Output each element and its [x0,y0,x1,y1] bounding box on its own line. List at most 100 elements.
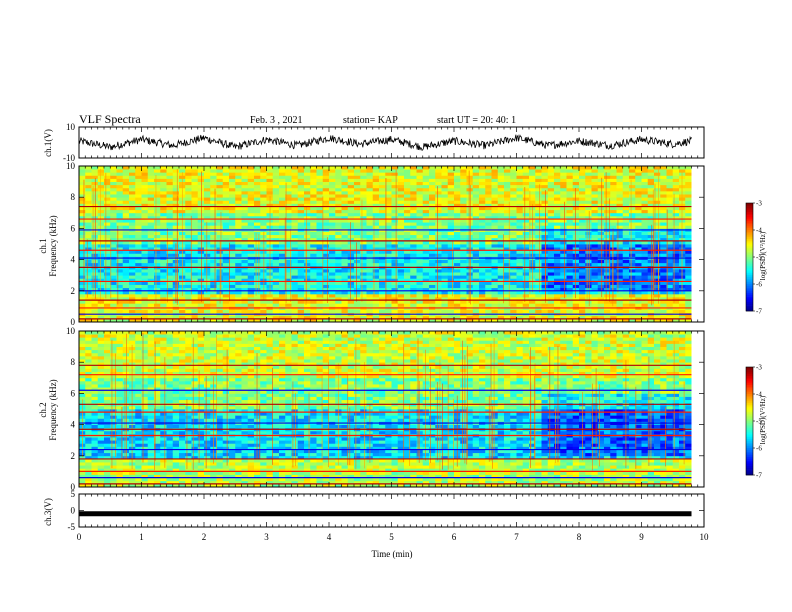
ch1-spectrogram-cell [666,172,674,176]
ch1-spectrogram-cell [235,259,242,264]
ch1-spectrogram-cell [154,287,161,292]
ch1-spectrogram-cell [616,225,624,229]
ch1-spectrogram-cell [235,278,242,282]
ch1-spectrogram-cell [141,309,149,314]
ch1-spectrogram-cell [285,309,292,314]
ch1-spectrogram-cell [379,234,386,239]
ch1-spectrogram-cell [629,287,636,292]
ch1-spectrogram-cell [447,222,455,226]
ch1-spectrogram-cell [197,172,205,176]
ch1-spectrogram-cell [154,275,161,279]
ch1-spectrogram-cell [316,240,324,245]
ch1-spectrogram-cell [329,175,336,179]
ch1-spectrogram-cell [291,169,299,173]
ch1-spectrogram-cell [360,184,367,189]
ch1-spectrogram-cell [604,293,611,298]
ch1-spectrogram-cell [410,172,417,176]
ch1-spectrogram-cell [422,212,430,217]
ch1-spectrogram-cell [197,272,205,276]
ch1-spectrogram-cell [654,278,661,282]
ch1-spectrogram-cell [466,290,474,295]
ch1-spectrogram-cell [166,315,174,320]
ch1-spectrogram-cell [422,244,430,248]
ch1-spectrogram-cell [572,281,580,285]
ch1-spectrogram-cell [141,281,149,285]
ch1-spectrogram-cell [397,219,405,223]
ch1-spectrogram-cell [135,225,142,229]
ch1-spectrogram-cell [654,244,661,248]
ch1-spectrogram-cell [297,200,305,204]
ch1-spectrogram-cell [479,187,486,192]
ch1-spectrogram-cell [522,247,530,251]
ch1-spectrogram-cell [666,225,674,229]
ch1-spectrogram-cell [291,284,299,289]
ch1-spectrogram-cell [329,290,336,295]
ch1-spectrogram-cell [391,166,399,170]
ch1-spectrogram-cell [497,287,505,292]
ch1-spectrogram-cell [454,253,461,257]
ch1-spectrogram-cell [385,184,392,189]
ch1-spectrogram-cell [322,166,330,170]
ch1-spectrogram-cell [416,284,424,289]
ch1-spectrogram-cell [272,206,280,211]
ch1-spectrogram-cell [141,297,149,301]
ch1-spectrogram-cell [79,315,86,320]
ch1-spectrogram-cell [341,215,349,220]
ch1-spectrogram-cell [429,275,436,279]
ch1-spectrogram-cell [610,194,617,198]
ch1-spectrogram-cell [297,184,305,189]
ch1-spectrogram-cell [597,290,605,295]
ch1-spectrogram-cell [154,219,161,223]
ch1-spectrogram-cell [454,309,461,314]
ch1-spectrogram-cell [629,281,636,285]
ch1-spectrogram-cell [354,297,361,301]
ch1-spectrogram-cell [204,219,211,223]
ch1-spectrogram-cell [660,318,667,323]
ch1-spectrogram-cell [354,318,361,323]
ch1-spectrogram-cell [229,250,236,254]
ch1-spectrogram-cell [104,293,111,298]
ch1-spectrogram-cell [91,268,99,273]
ch1-spectrogram-cell [79,278,86,282]
ch1-spectrogram-cell [366,212,374,217]
ch1-spectrogram-cell [285,237,292,242]
ch1-spectrogram-cell [666,275,674,279]
ch1-spectrogram-cell [116,222,124,226]
ch1-spectrogram-cell [347,275,355,279]
ch1-spectrogram-cell [422,197,430,201]
ch1-spectrogram-cell [429,194,436,198]
ch1-spectrogram-cell [666,175,674,179]
ch1-spectrogram-cell [235,250,242,254]
ch1-spectrogram-cell [522,300,530,304]
ch1-spectrogram-cell [372,215,380,220]
ch1-spectrogram-cell [341,200,349,204]
ch1-spectrogram-cell [429,166,436,170]
ch1-spectrogram-cell [441,284,449,289]
ch1-spectrogram-cell [491,247,499,251]
ch1-spectrogram-cell [410,215,417,220]
ch1-spectrogram-cell [654,240,661,245]
ch1-spectrogram-cell [441,247,449,251]
ch1-spectrogram-cell [104,219,111,223]
ch1-spectrogram-cell [510,172,517,176]
ch1-spectrogram-cell [210,184,217,189]
ch1-spectrogram-cell [616,250,624,254]
ch1-spectrogram-cell [460,222,467,226]
ch1-spectrogram-cell [97,287,105,292]
ch1-spectrogram-cell [641,172,649,176]
ch1-spectrogram-cell [466,293,474,298]
ch1-spectrogram-cell [516,184,524,189]
ch1-spectrogram-cell [635,237,642,242]
ch1-spectrogram-cell [247,253,255,257]
ch1-spectrogram-cell [147,237,155,242]
ch1-spectrogram-cell [572,318,580,323]
ch1-spectrogram-cell [222,315,230,320]
ch1-spectrogram-cell [416,290,424,295]
ch1-spectrogram-cell [504,219,511,223]
ch1-spectrogram-cell [304,315,311,320]
ch1-spectrogram-cell [410,262,417,267]
ch1-spectrogram-cell [416,278,424,282]
ch1-spectrogram-cell [304,175,311,179]
ch1-spectrogram-cell [154,297,161,301]
ch1-spectrogram-cell [566,275,574,279]
